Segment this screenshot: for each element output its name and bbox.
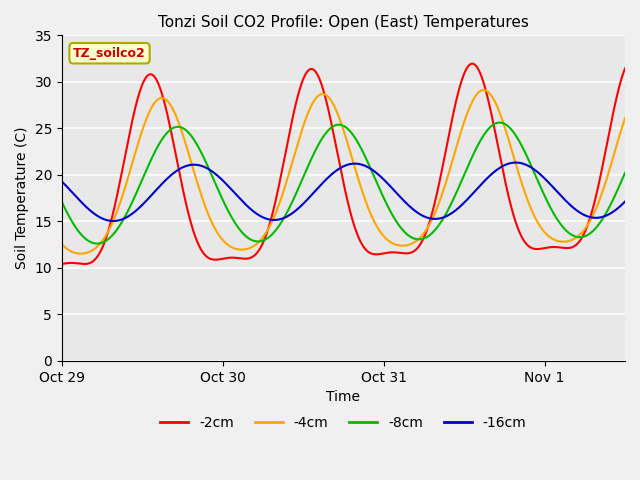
- Legend: -2cm, -4cm, -8cm, -16cm: -2cm, -4cm, -8cm, -16cm: [155, 410, 532, 435]
- Text: TZ_soilco2: TZ_soilco2: [73, 47, 146, 60]
- X-axis label: Time: Time: [326, 390, 360, 404]
- Title: Tonzi Soil CO2 Profile: Open (East) Temperatures: Tonzi Soil CO2 Profile: Open (East) Temp…: [158, 15, 529, 30]
- Y-axis label: Soil Temperature (C): Soil Temperature (C): [15, 127, 29, 269]
